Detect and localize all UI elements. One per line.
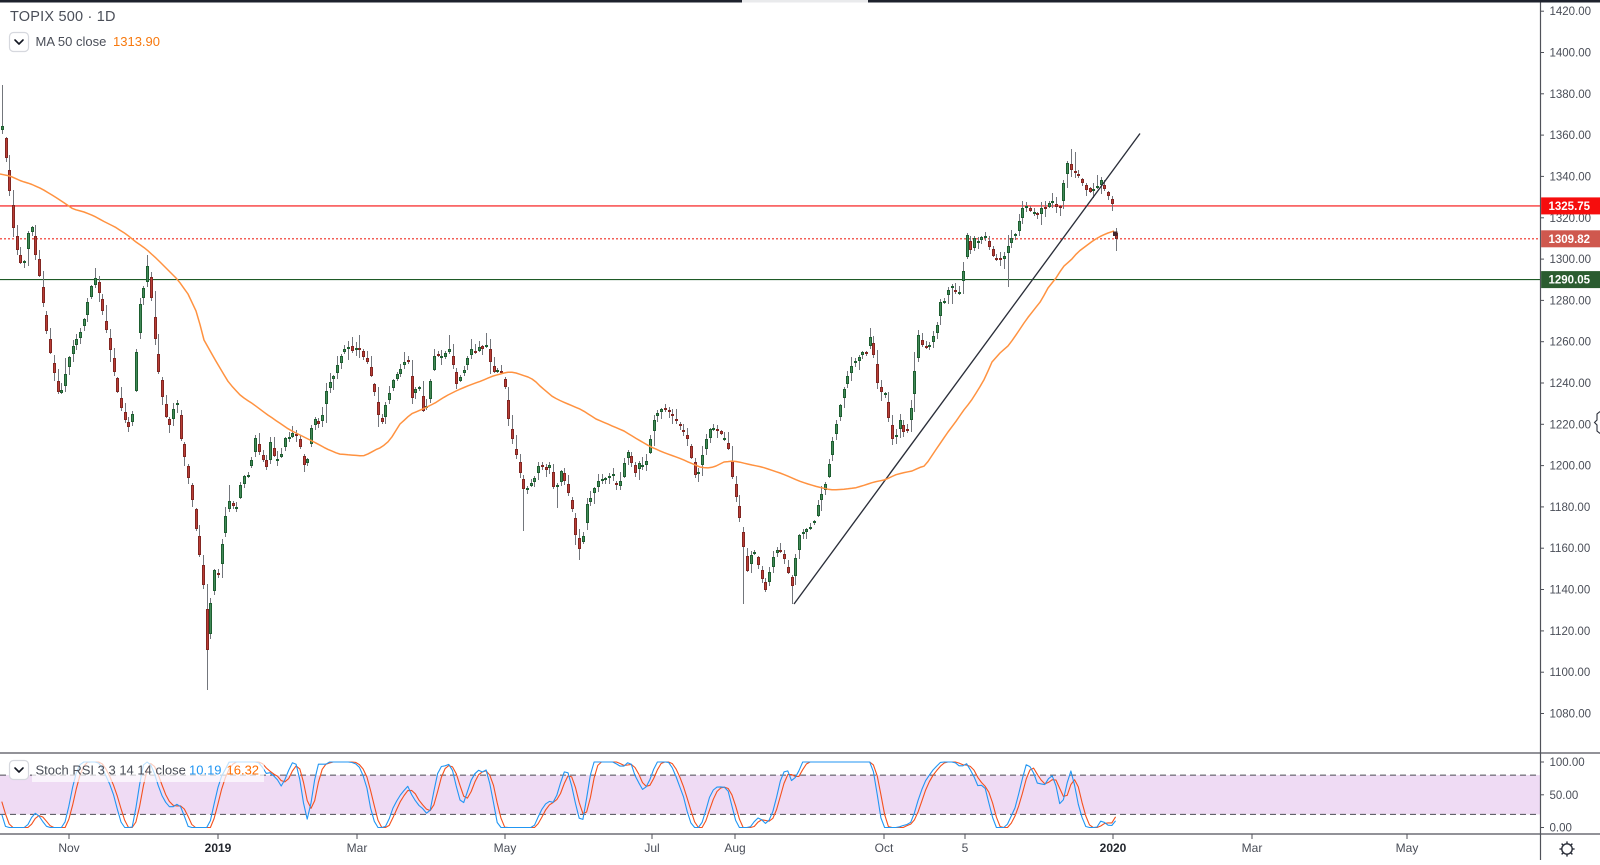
svg-text:Aug: Aug xyxy=(724,841,745,855)
svg-text:2020: 2020 xyxy=(1100,841,1127,855)
svg-text:1313.90: 1313.90 xyxy=(113,34,160,49)
svg-text:16.32: 16.32 xyxy=(227,763,260,778)
svg-text:1240.00: 1240.00 xyxy=(1550,378,1592,390)
svg-text:MA 50 close: MA 50 close xyxy=(36,34,107,49)
svg-text:1420.00: 1420.00 xyxy=(1550,6,1592,18)
svg-text:1290.05: 1290.05 xyxy=(1549,275,1591,287)
svg-text:10.19: 10.19 xyxy=(189,763,222,778)
svg-text:Oct: Oct xyxy=(875,841,894,855)
svg-text:Stoch RSI 3 3 14 14 close: Stoch RSI 3 3 14 14 close xyxy=(36,763,186,778)
svg-text:May: May xyxy=(494,841,517,855)
svg-text:1120.00: 1120.00 xyxy=(1550,626,1591,638)
svg-text:1309.82: 1309.82 xyxy=(1549,234,1591,246)
svg-text:1325.75: 1325.75 xyxy=(1549,201,1591,213)
svg-text:1280.00: 1280.00 xyxy=(1550,295,1592,307)
svg-text:1140.00: 1140.00 xyxy=(1550,585,1591,597)
svg-text:1260.00: 1260.00 xyxy=(1550,337,1592,349)
svg-text:5: 5 xyxy=(962,841,969,855)
svg-text:1200.00: 1200.00 xyxy=(1550,461,1592,473)
svg-text:1340.00: 1340.00 xyxy=(1550,171,1592,183)
svg-text:1380.00: 1380.00 xyxy=(1550,89,1592,101)
svg-text:1160.00: 1160.00 xyxy=(1550,543,1591,555)
svg-text:1300.00: 1300.00 xyxy=(1550,254,1592,266)
svg-text:Nov: Nov xyxy=(58,841,79,855)
svg-text:50.00: 50.00 xyxy=(1550,790,1579,802)
svg-text:1360.00: 1360.00 xyxy=(1550,130,1592,142)
svg-text:1220.00: 1220.00 xyxy=(1550,419,1592,431)
svg-text:100.00: 100.00 xyxy=(1550,757,1585,769)
svg-text:TOPIX 500 · 1D: TOPIX 500 · 1D xyxy=(10,9,116,25)
svg-text:1320.00: 1320.00 xyxy=(1550,213,1592,225)
svg-text:1400.00: 1400.00 xyxy=(1550,48,1592,60)
svg-text:1100.00: 1100.00 xyxy=(1550,667,1591,679)
svg-text:1180.00: 1180.00 xyxy=(1550,502,1591,514)
svg-text:May: May xyxy=(1396,841,1419,855)
svg-text:Mar: Mar xyxy=(1242,841,1263,855)
svg-text:0.00: 0.00 xyxy=(1550,823,1572,835)
svg-text:Jul: Jul xyxy=(644,841,659,855)
svg-text:1080.00: 1080.00 xyxy=(1550,709,1592,721)
svg-text:Mar: Mar xyxy=(347,841,368,855)
svg-text:2019: 2019 xyxy=(205,841,232,855)
